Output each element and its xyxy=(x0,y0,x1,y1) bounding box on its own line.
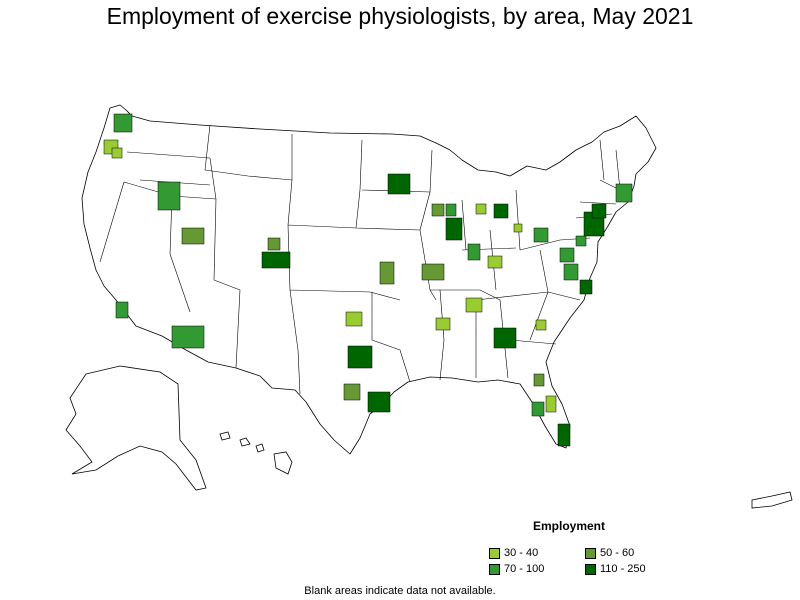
area-west-virginia xyxy=(533,227,549,243)
legend-label-50-60: 50 - 60 xyxy=(600,547,635,559)
legend-swatch-30-40 xyxy=(489,547,500,559)
area-missouri xyxy=(421,263,445,281)
legend-label-70-100: 70 - 100 xyxy=(504,563,545,575)
map-title: Employment of exercise physiologists, by… xyxy=(106,3,694,29)
area-tennessee xyxy=(465,297,483,313)
area-ohio-east xyxy=(513,223,523,233)
legend-swatch-110-250 xyxy=(585,563,596,575)
area-minnesota xyxy=(387,173,411,195)
area-indiana xyxy=(467,243,481,261)
area-virginia xyxy=(559,247,575,263)
legend-item-110-250: 110 - 250 xyxy=(585,562,681,576)
legend-heading: Employment xyxy=(533,519,606,533)
area-new-york-city xyxy=(591,203,607,219)
area-illinois xyxy=(445,217,463,241)
legend-swatch-70-100 xyxy=(489,563,500,575)
area-colorado-east xyxy=(267,237,281,251)
area-california-south xyxy=(115,301,129,319)
area-maryland xyxy=(575,235,587,247)
area-oklahoma xyxy=(345,311,363,327)
area-dallas xyxy=(347,345,373,369)
hawaii-islands xyxy=(219,431,293,475)
footnote: Blank areas indicate data not available. xyxy=(304,585,496,597)
area-wisconsin xyxy=(431,203,445,217)
legend-label-30-40: 30 - 40 xyxy=(504,547,539,559)
area-atlanta xyxy=(493,327,517,349)
legend-item-70-100: 70 - 100 xyxy=(489,562,585,576)
area-washington xyxy=(113,113,133,133)
legend-item-50-60: 50 - 60 xyxy=(585,546,681,560)
area-texas-central xyxy=(343,383,361,401)
area-virginia-coast xyxy=(579,279,593,295)
puerto-rico-outline xyxy=(751,491,793,509)
area-michigan xyxy=(475,203,487,215)
area-colorado-west xyxy=(181,227,205,245)
area-oregon-south xyxy=(111,147,123,159)
area-michigan-east xyxy=(493,203,509,219)
area-florida-west xyxy=(531,401,545,417)
area-iowa xyxy=(445,203,457,217)
area-south-carolina xyxy=(535,319,547,331)
legend: 30 - 40 50 - 60 70 - 100 110 - 250 xyxy=(489,546,681,576)
alaska-outline xyxy=(65,365,207,491)
area-houston xyxy=(367,391,391,413)
legend-swatch-50-60 xyxy=(585,547,596,559)
area-florida-south xyxy=(557,423,571,447)
area-georgia-coast xyxy=(533,373,545,387)
area-arizona xyxy=(171,325,205,349)
area-massachusetts xyxy=(615,183,633,203)
area-north-carolina xyxy=(563,263,579,281)
area-denver xyxy=(261,251,291,269)
area-florida-central xyxy=(545,395,557,413)
legend-label-110-250: 110 - 250 xyxy=(600,563,646,575)
legend-item-30-40: 30 - 40 xyxy=(489,546,585,560)
area-kentucky xyxy=(487,255,503,269)
area-idaho xyxy=(157,181,181,211)
area-kansas xyxy=(379,261,395,285)
area-alabama xyxy=(435,317,451,331)
